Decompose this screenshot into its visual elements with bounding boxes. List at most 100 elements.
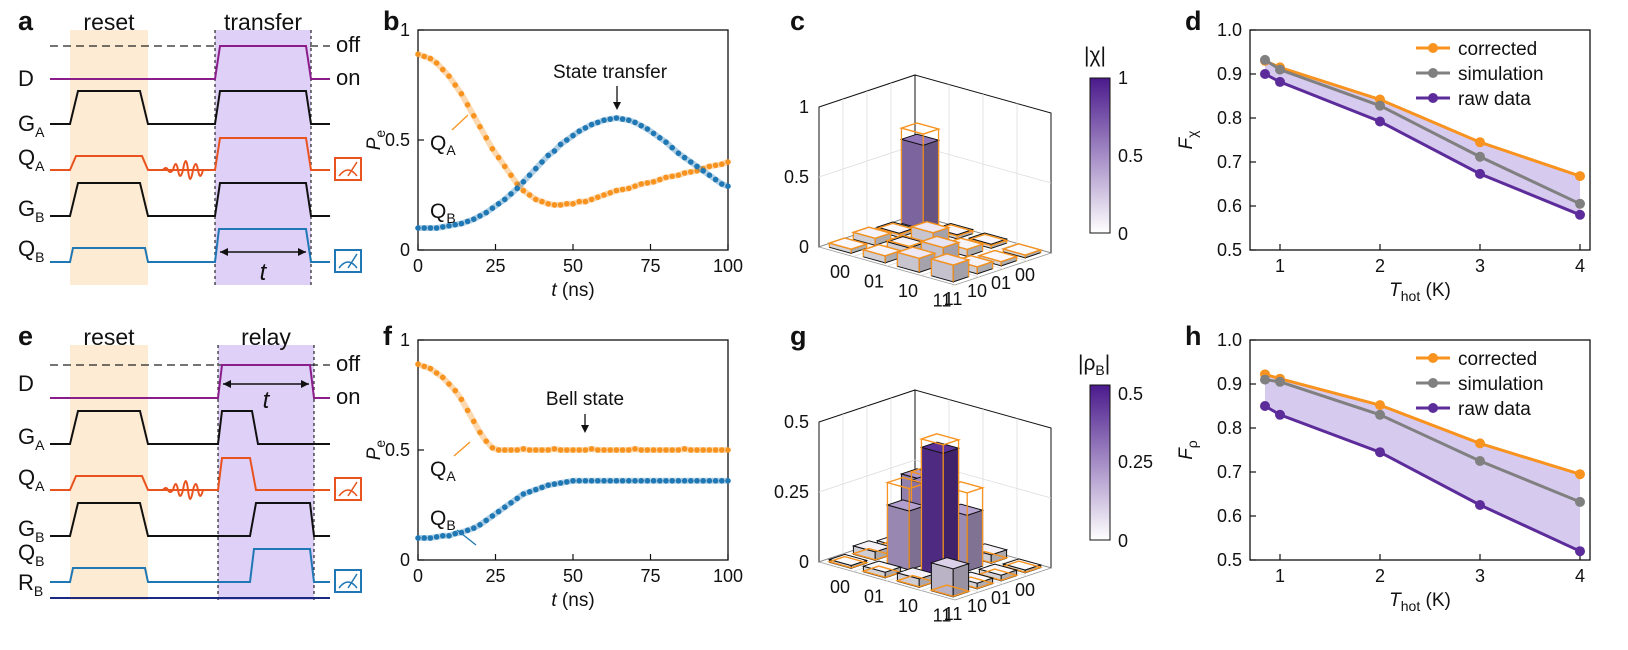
data-point bbox=[502, 196, 508, 203]
data-point bbox=[415, 225, 421, 231]
data-point bbox=[694, 168, 700, 174]
line-label: GA bbox=[18, 111, 45, 140]
data-point bbox=[415, 51, 421, 57]
data-point bbox=[489, 146, 496, 152]
z-tick-label: 0 bbox=[799, 237, 809, 257]
data-point bbox=[657, 176, 663, 183]
y-tick-label: 0 bbox=[400, 550, 410, 570]
data-point bbox=[464, 527, 471, 534]
label-qb-f: QB bbox=[430, 507, 456, 533]
data-point bbox=[632, 446, 638, 452]
data-point bbox=[688, 169, 694, 175]
data-point bbox=[626, 447, 632, 453]
bar-3d bbox=[827, 237, 869, 254]
legend-item: raw data bbox=[1458, 399, 1531, 420]
t-label-a: t bbox=[260, 259, 268, 286]
basis-label-front: 10 bbox=[898, 281, 918, 301]
data-point bbox=[582, 478, 589, 484]
z-tick-label: 0.5 bbox=[784, 412, 809, 432]
data-point bbox=[1475, 137, 1485, 148]
y-tick-label: 0 bbox=[400, 240, 410, 260]
data-point bbox=[619, 186, 626, 193]
y-tick-label: 0.5 bbox=[385, 130, 410, 150]
data-point bbox=[1575, 198, 1585, 209]
bar-3d bbox=[895, 567, 937, 588]
data-point bbox=[452, 82, 459, 88]
data-point bbox=[1260, 69, 1270, 79]
y-tick-label: 0.6 bbox=[1217, 506, 1242, 526]
bar-3d bbox=[929, 557, 971, 598]
data-point bbox=[644, 478, 651, 484]
legend-item: corrected bbox=[1458, 39, 1537, 60]
data-point bbox=[452, 387, 459, 394]
ideal-outline bbox=[895, 574, 937, 588]
data-point bbox=[464, 218, 471, 225]
data-point bbox=[421, 535, 428, 541]
data-point bbox=[1475, 151, 1485, 162]
bar-3d bbox=[898, 122, 942, 230]
data-point bbox=[539, 198, 545, 205]
data-point bbox=[557, 202, 564, 208]
data-point bbox=[564, 479, 570, 485]
panel-letter-c: c bbox=[790, 6, 805, 36]
data-point bbox=[502, 447, 508, 453]
data-point bbox=[570, 478, 576, 484]
x-tick-label: 50 bbox=[563, 566, 583, 586]
t-label-e: t bbox=[263, 387, 271, 414]
x-tick-label: 100 bbox=[713, 256, 743, 276]
y-axis-label: Pe bbox=[364, 130, 388, 151]
data-point bbox=[638, 181, 644, 187]
data-point bbox=[1575, 171, 1585, 182]
y-axis-label: Fρ bbox=[1176, 440, 1200, 460]
data-point bbox=[1375, 100, 1385, 111]
data-point bbox=[526, 192, 533, 198]
bar-3d bbox=[861, 243, 903, 264]
line-label: D bbox=[18, 66, 34, 91]
data-point bbox=[1375, 409, 1385, 420]
data-point bbox=[607, 478, 613, 484]
line-label: QA bbox=[18, 465, 45, 494]
x-tick-label: 4 bbox=[1575, 256, 1585, 276]
data-point bbox=[1260, 401, 1270, 411]
data-point bbox=[1475, 456, 1485, 466]
panel-letter-b: b bbox=[383, 6, 400, 36]
data-point bbox=[725, 478, 731, 484]
data-point bbox=[1375, 116, 1385, 127]
reset-label: reset bbox=[83, 324, 135, 350]
panel-letter-f: f bbox=[383, 321, 393, 351]
x-tick-label: 1 bbox=[1275, 256, 1285, 276]
reset-window bbox=[70, 30, 148, 285]
data-point bbox=[483, 517, 490, 524]
chart-f: 0 25 50 75 100 0 0.5 1 t (ns) Pe bbox=[364, 330, 743, 611]
data-point bbox=[1575, 469, 1585, 480]
data-point bbox=[669, 447, 675, 453]
data-point bbox=[458, 220, 465, 227]
data-point bbox=[421, 363, 428, 370]
basis-label-front: 01 bbox=[864, 586, 884, 606]
data-point bbox=[626, 117, 632, 123]
data-point bbox=[706, 163, 713, 170]
y-tick-label: 0.5 bbox=[1217, 550, 1242, 570]
data-point bbox=[595, 478, 601, 484]
data-point bbox=[613, 447, 620, 453]
data-point bbox=[719, 478, 725, 484]
ideal-outline bbox=[827, 555, 869, 569]
data-point bbox=[508, 191, 514, 197]
shaded-band bbox=[1265, 60, 1580, 215]
data-point bbox=[440, 224, 446, 230]
data-point bbox=[495, 447, 502, 453]
data-point bbox=[489, 445, 496, 451]
data-point bbox=[700, 447, 706, 453]
data-point bbox=[427, 55, 434, 62]
legend-item: corrected bbox=[1458, 349, 1537, 370]
data-point bbox=[700, 168, 706, 174]
x-axis-label: Thot (K) bbox=[1389, 590, 1451, 614]
legend-item: simulation bbox=[1458, 64, 1544, 85]
data-point bbox=[433, 534, 440, 540]
ideal-outline bbox=[851, 547, 893, 561]
data-point bbox=[533, 196, 539, 203]
data-point bbox=[502, 504, 508, 511]
data-point bbox=[520, 446, 527, 452]
data-point bbox=[700, 478, 706, 484]
